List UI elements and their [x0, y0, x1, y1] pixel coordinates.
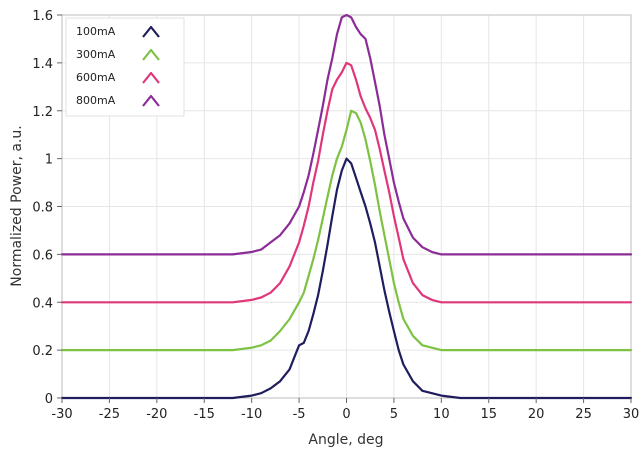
- y-axis-title: Normalized Power, a.u.: [9, 125, 25, 286]
- legend-swatch: [142, 94, 160, 107]
- legend-label: 300mA: [76, 48, 116, 61]
- x-tick-label: -5: [293, 407, 306, 422]
- y-tick-label: 0.2: [32, 344, 53, 359]
- x-tick-label: -20: [146, 407, 167, 422]
- x-tick-label: -10: [241, 407, 262, 422]
- legend-swatch: [142, 71, 160, 84]
- x-tick-label: 30: [623, 407, 640, 422]
- legend-box: [65, 17, 185, 117]
- x-tick-label: -25: [99, 407, 120, 422]
- x-tick-label: 10: [433, 407, 450, 422]
- legend-swatch: [142, 25, 160, 38]
- x-tick-label: -30: [51, 407, 72, 422]
- legend-label: 800mA: [76, 94, 116, 107]
- x-tick-label: 20: [528, 407, 545, 422]
- x-tick-label: 0: [342, 407, 350, 422]
- legend-label: 600mA: [76, 71, 116, 84]
- x-axis-ticks: -30 -25 -20 -15 -10 -5 0 5 10 15 20 25 30: [51, 398, 639, 422]
- y-tick-label: 1: [45, 153, 53, 168]
- x-tick-label: -15: [194, 407, 215, 422]
- legend-label: 100mA: [76, 25, 116, 38]
- legend-swatch: [142, 48, 160, 61]
- series-line-800mA: [60, 13, 633, 256]
- series-line-300mA: [60, 109, 633, 352]
- y-tick-label: 0.4: [32, 296, 53, 311]
- y-tick-label: 0.6: [32, 248, 53, 263]
- series-line-100mA: [60, 157, 633, 400]
- x-tick-label: 5: [390, 407, 398, 422]
- y-tick-label: 0.8: [32, 201, 53, 216]
- x-axis-title: Angle, deg: [308, 432, 383, 448]
- legend: 100mA 300mA 600mA 800mA: [65, 17, 185, 117]
- y-tick-label: 1.6: [32, 9, 53, 24]
- y-axis-ticks: 0 0.2 0.4 0.6 0.8 1 1.2 1.4 1.6: [32, 9, 62, 407]
- x-tick-label: 25: [575, 407, 592, 422]
- y-tick-label: 1.2: [32, 105, 53, 120]
- series-line-600mA: [60, 61, 633, 304]
- y-tick-label: 0: [45, 392, 53, 407]
- x-tick-label: 15: [480, 407, 497, 422]
- y-tick-label: 1.4: [32, 57, 53, 72]
- series-layer: [60, 13, 633, 400]
